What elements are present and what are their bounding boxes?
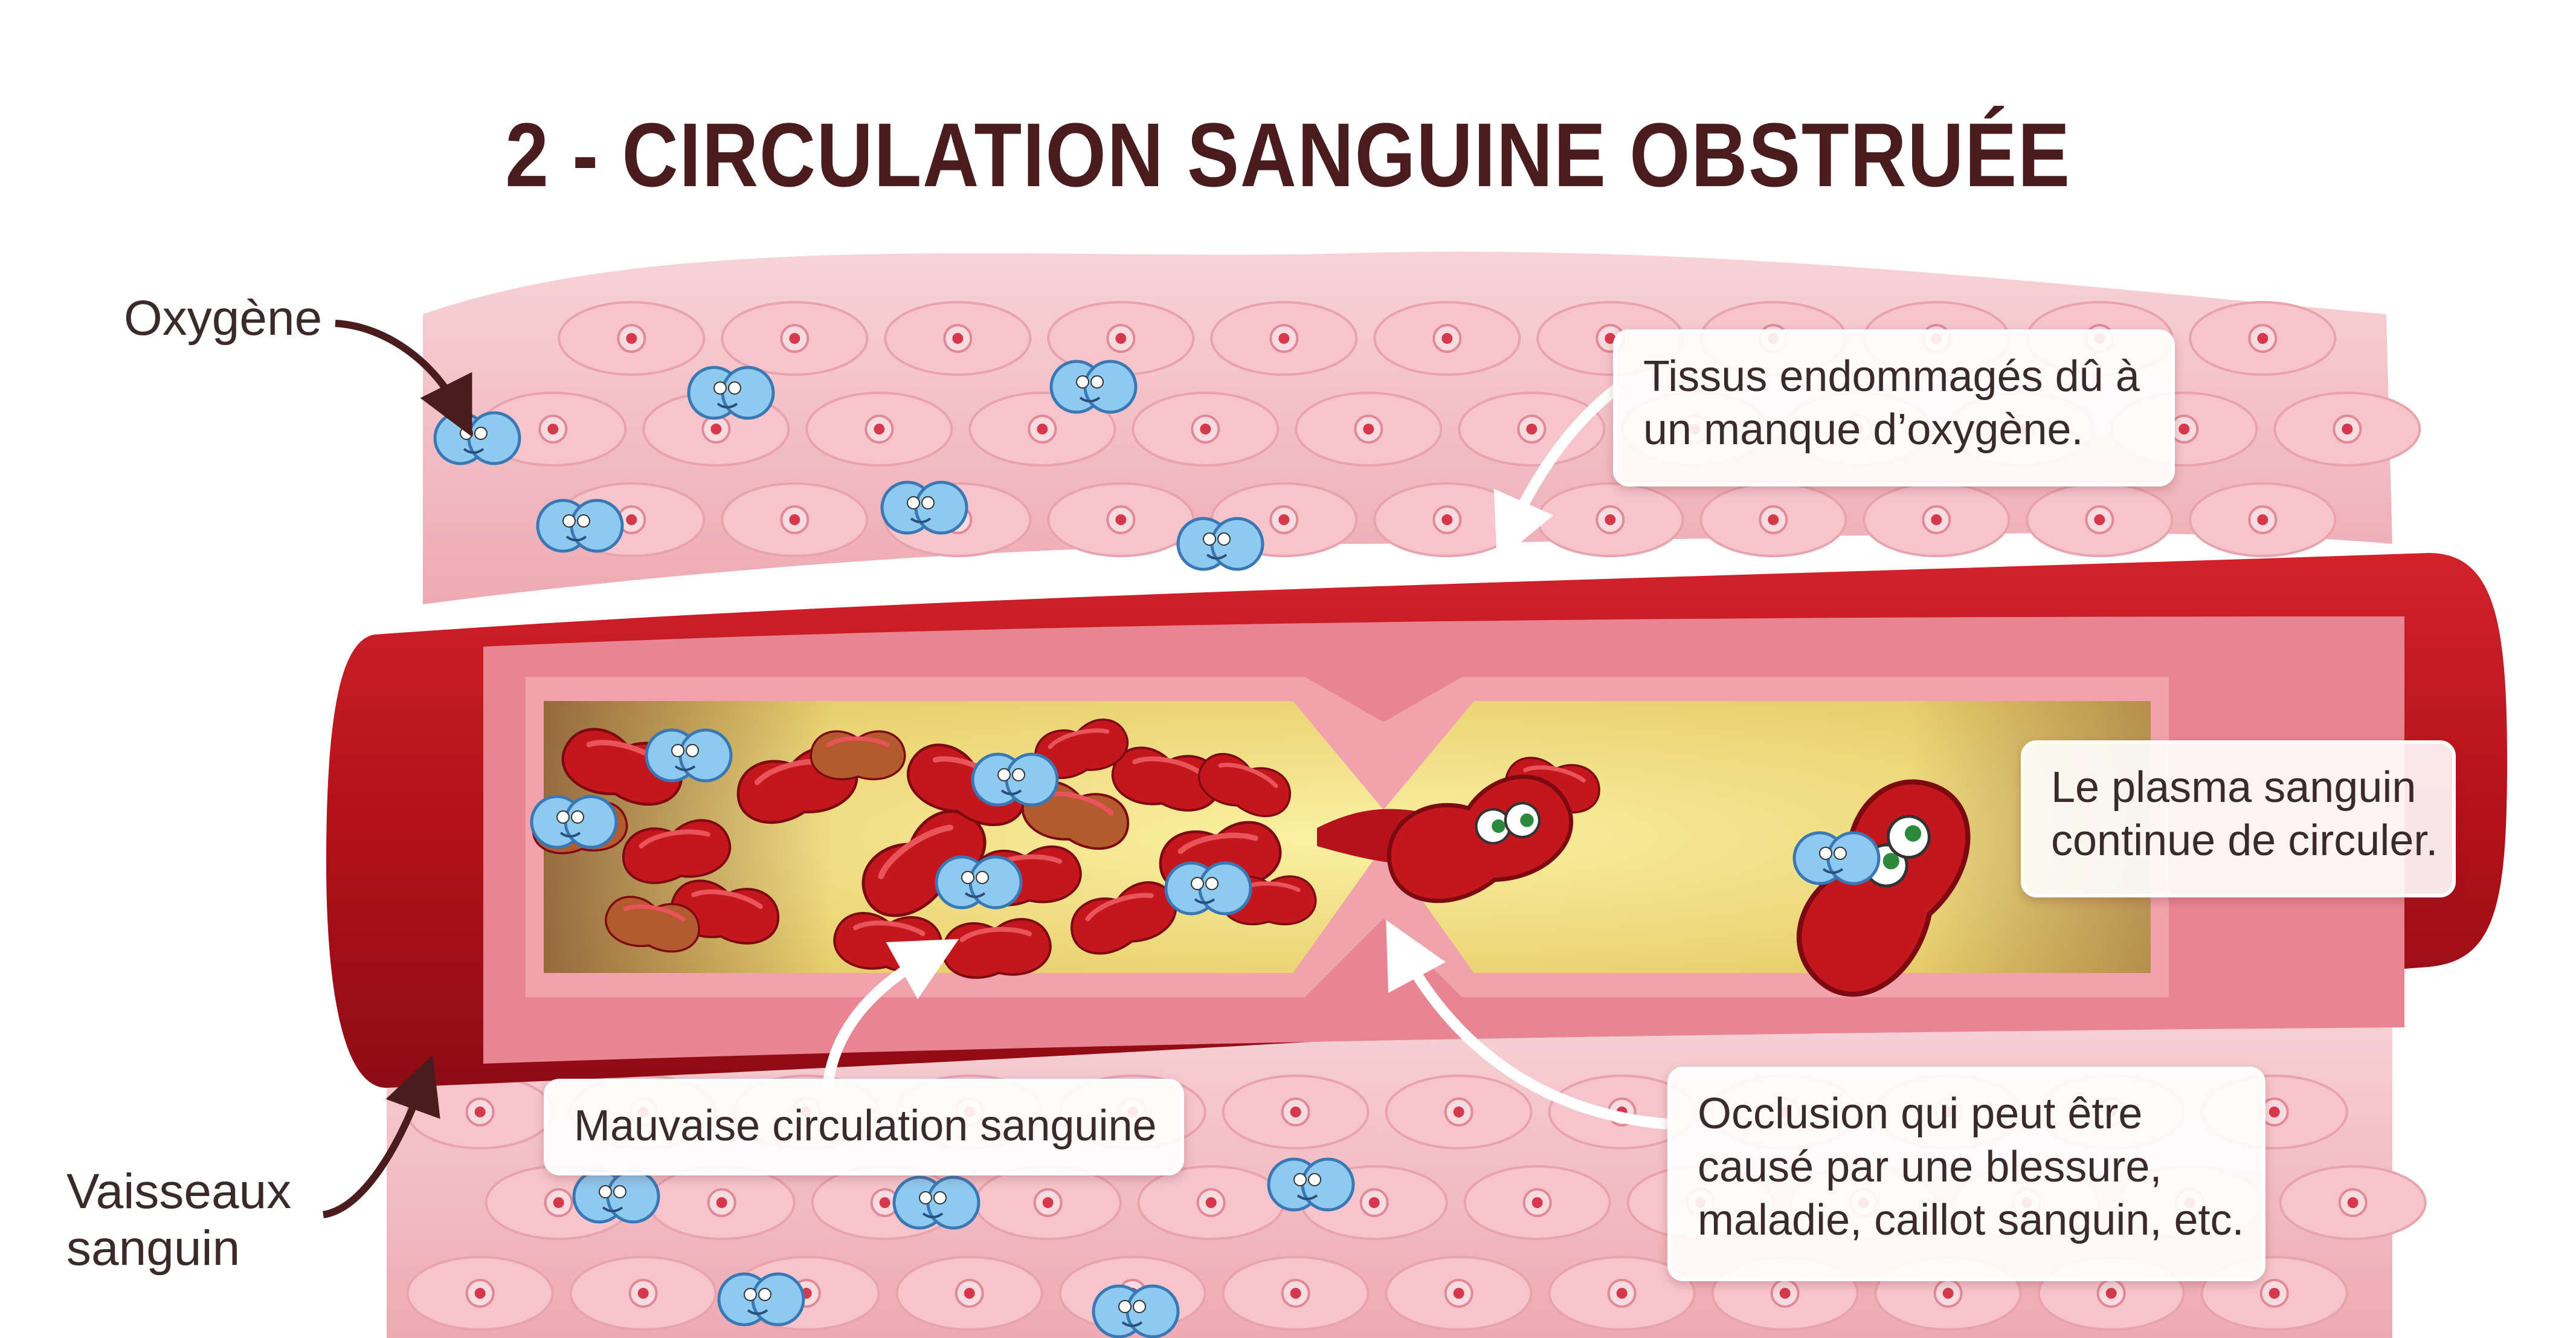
tissue-cell (721, 301, 869, 376)
tissue-cell (1295, 392, 1443, 467)
tissue-cell (1373, 301, 1521, 376)
tissue-cell (1132, 392, 1280, 467)
tissue-cell (1458, 392, 1606, 467)
red-blood-cell-character (1796, 779, 1971, 997)
oxygen-molecule (935, 855, 1023, 910)
tissue-cell (1536, 482, 1684, 557)
oxygen-molecule (1092, 1284, 1180, 1338)
tissue-cell (2026, 482, 2174, 557)
page-title: 2 - CIRCULATION SANGUINE OBSTRUÉE (505, 104, 2071, 205)
tissue-cell (1373, 482, 1521, 557)
oxygen-molecule (1267, 1157, 1355, 1212)
oxygen-molecule (717, 1272, 805, 1327)
oxygen-molecule (971, 752, 1059, 807)
tissue-cell (1047, 482, 1195, 557)
tissue-cell (1137, 1165, 1285, 1240)
tissue-cell (2279, 1165, 2427, 1240)
tissue-cell (2189, 482, 2337, 557)
tissue-cell (974, 1165, 1122, 1240)
vessel-arrow (322, 1054, 440, 1218)
oxygen-arrow (335, 320, 472, 437)
tissue-cell (569, 1256, 717, 1331)
red-blood-cell (622, 819, 732, 884)
red-blood-cell (1034, 719, 1129, 779)
tissue-cell (2273, 392, 2421, 467)
tissue-cell (1047, 301, 1195, 376)
callout-occlusion: Occlusion qui peut être causé par une bl… (1667, 1067, 2265, 1281)
tissue-cell (406, 1075, 554, 1149)
tissue-cell (805, 392, 953, 467)
tissue-cell (648, 1165, 796, 1240)
oxygen-molecule (433, 411, 521, 465)
poor-circulation-arrow (822, 939, 959, 1088)
oxygen-molecule (1164, 861, 1252, 916)
oxygen-molecule (1792, 831, 1881, 885)
tissue-cell (721, 482, 869, 557)
oxygen-molecules (433, 360, 1881, 1338)
tissue-cell (1699, 482, 1847, 557)
oxygen-molecule (892, 1175, 980, 1230)
tissue-cell (1210, 301, 1358, 376)
red-blood-cell (1111, 746, 1221, 812)
vessels-label: Vaisseaux sanguin (66, 1164, 292, 1276)
red-blood-cell (1198, 752, 1291, 818)
tissue-cell (1863, 482, 2011, 557)
oxygen-molecule (530, 795, 618, 849)
oxygen-molecule (1176, 517, 1264, 571)
red-blood-cell (810, 730, 906, 781)
red-blood-cell (942, 917, 1052, 979)
tissue-cell (1463, 1165, 1611, 1240)
oxygen-molecule (687, 366, 775, 420)
oxygen-molecule (572, 1169, 660, 1224)
oxygen-molecule (880, 480, 968, 535)
oxygen-label: Oxygène (124, 291, 323, 346)
callout-damaged-tissue: Tissus endommagés dû à un manque d’oxygè… (1613, 329, 2175, 486)
callout-plasma: Le plasma sanguin continue de circuler. (2021, 740, 2456, 897)
tissue-cell (1385, 1256, 1533, 1331)
callout-poor-circulation: Mauvaise circulation sanguine (544, 1079, 1184, 1175)
tissue-cell (1548, 1256, 1696, 1331)
red-blood-cell-character (1386, 774, 1574, 903)
oxygen-molecule (1049, 360, 1138, 414)
damaged-tissue-arrow (1493, 382, 1623, 562)
oxygen-molecule (536, 499, 624, 553)
tissue-cell (558, 301, 706, 376)
tissue-cell (1385, 1075, 1533, 1149)
tissue-cell (1222, 1075, 1370, 1149)
tissue-cell (1222, 1256, 1370, 1331)
oxygen-molecule (645, 728, 733, 783)
occlusion-arrow (1386, 920, 1668, 1130)
tissue-cell (2189, 301, 2337, 376)
red-blood-cell (605, 896, 700, 953)
tissue-cell (884, 301, 1032, 376)
tissue-cell (406, 1256, 554, 1331)
tissue-cell (895, 1256, 1043, 1331)
